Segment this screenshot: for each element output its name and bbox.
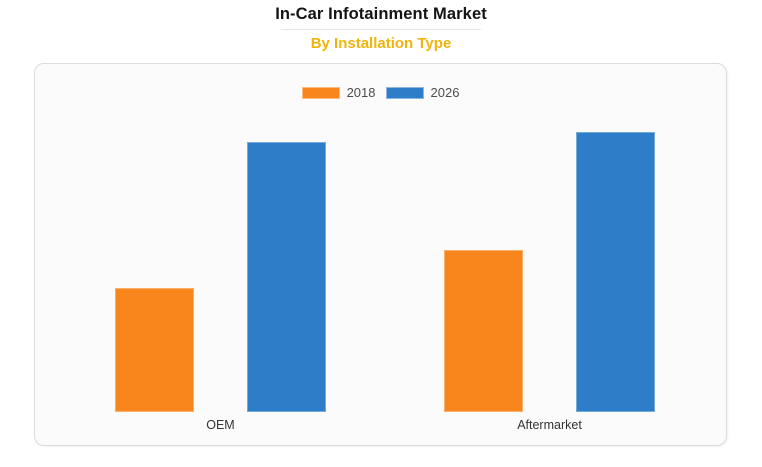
page-subtitle: By Installation Type bbox=[310, 35, 452, 52]
title-divider bbox=[281, 29, 481, 30]
x-axis-label-aftermarket: Aftermarket bbox=[517, 418, 582, 432]
x-axis-labels: OEM Aftermarket bbox=[35, 418, 726, 436]
legend-item-2018[interactable]: 2018 bbox=[301, 85, 376, 100]
bar-oem-2026[interactable] bbox=[247, 142, 326, 412]
bar-oem-2018[interactable] bbox=[115, 288, 194, 412]
chart-card: 2018 2026 OEM Aftermarket bbox=[34, 63, 727, 446]
bar-aftermarket-2018[interactable] bbox=[444, 250, 523, 412]
chart-plot-area bbox=[35, 64, 726, 412]
page-title: In-Car Infotainment Market bbox=[275, 5, 487, 23]
legend-swatch-icon bbox=[385, 86, 424, 99]
chart-legend: 2018 2026 bbox=[35, 85, 726, 100]
legend-item-2026[interactable]: 2026 bbox=[385, 85, 460, 100]
legend-swatch-icon bbox=[301, 86, 340, 99]
legend-label: 2026 bbox=[430, 85, 460, 100]
legend-label: 2018 bbox=[346, 85, 376, 100]
x-axis-label-oem: OEM bbox=[206, 418, 235, 432]
bar-aftermarket-2026[interactable] bbox=[576, 132, 655, 412]
